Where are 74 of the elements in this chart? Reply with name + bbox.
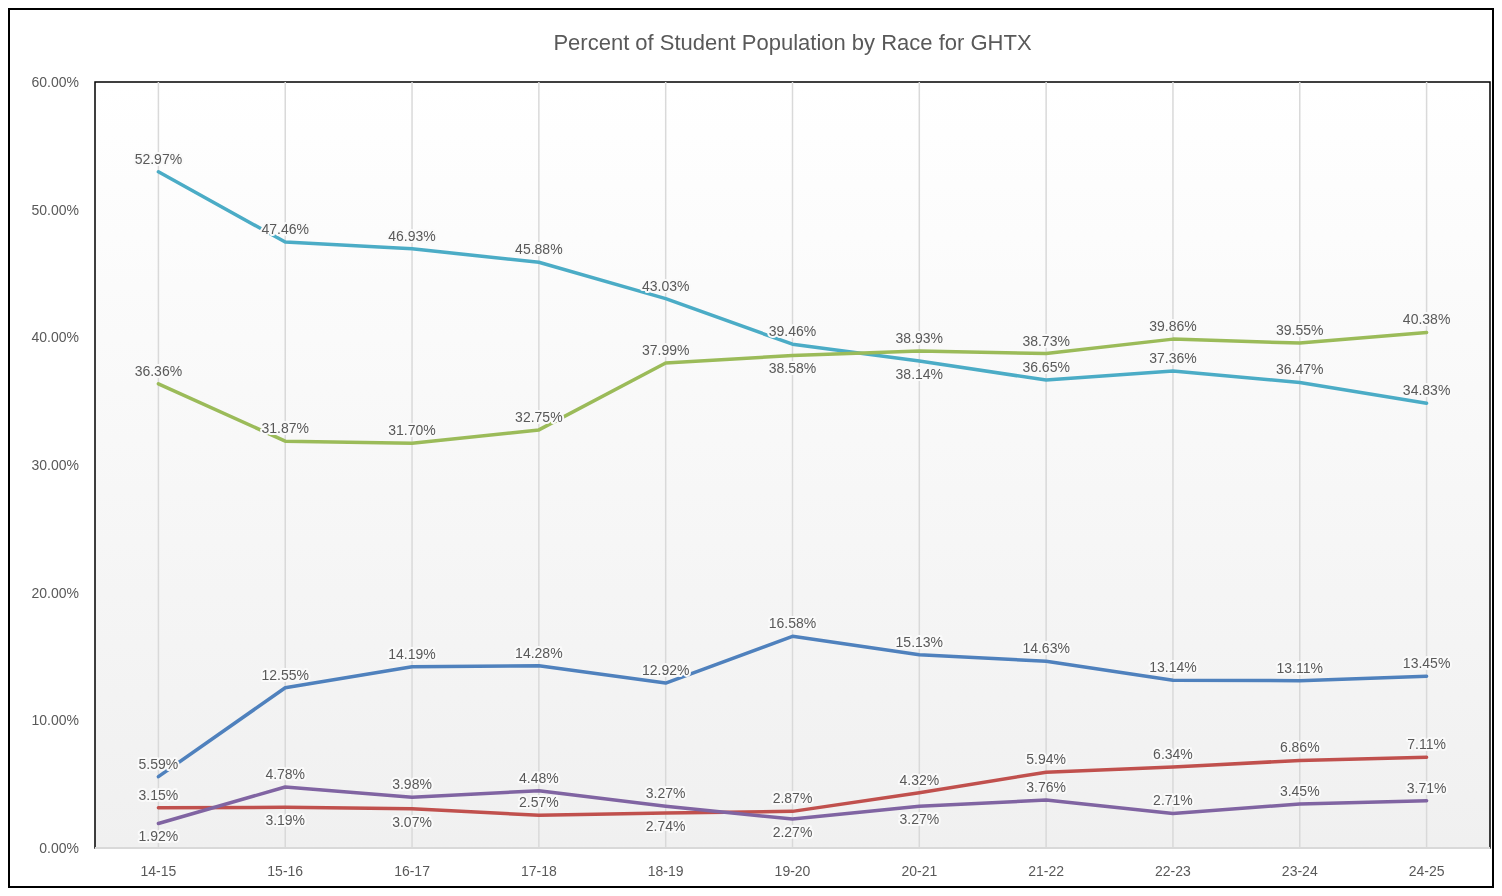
data-label: 5.94% [1026,751,1066,768]
data-label: 4.48% [519,769,559,786]
data-label: 13.11% [1276,659,1323,676]
x-tick-label: 15-16 [267,863,304,879]
data-label: 32.75% [515,408,563,425]
y-tick-label: 50.00% [31,201,79,218]
data-label: 38.93% [895,329,944,346]
y-tick-label: 60.00% [31,74,79,90]
data-label: 3.98% [392,776,432,793]
data-label: 4.78% [265,765,306,782]
data-label: 39.86% [1149,318,1197,335]
data-label: 3.15% [138,786,179,803]
data-label: 14.63% [1022,640,1070,657]
data-label: 31.70% [388,422,436,439]
data-label: 12.92% [641,662,690,679]
data-label: 38.73% [1022,332,1070,349]
x-tick-label: 19-20 [774,863,811,879]
data-label: 13.45% [1402,655,1451,672]
data-label: 31.87% [261,420,309,437]
y-tick-label: 40.00% [31,329,79,346]
data-label: 15.13% [895,633,944,650]
data-label: 2.57% [519,794,559,811]
data-label: 40.38% [1402,311,1451,328]
data-label: 37.36% [1149,350,1197,367]
data-label: 37.99% [641,341,690,358]
data-label: 3.27% [645,785,686,802]
data-label: 52.97% [134,150,183,167]
x-tick-label: 21-22 [1028,863,1065,879]
data-label: 39.46% [768,323,817,340]
chart-title: Percent of Student Population by Race for GHTX [553,30,1032,55]
data-label: 47.46% [261,221,309,238]
data-label: 38.58% [768,360,817,377]
data-label: 2.27% [772,824,813,841]
data-label: 36.47% [1276,361,1324,378]
y-tick-label: 30.00% [31,457,79,473]
data-label: 3.71% [1406,779,1447,796]
data-label: 1.92% [138,828,179,845]
data-label: 2.71% [1153,792,1193,809]
data-label: 34.83% [1402,382,1451,399]
data-label: 6.86% [1279,739,1320,756]
data-label: 13.14% [1149,659,1197,676]
data-label: 3.19% [265,812,306,829]
y-tick-label: 10.00% [31,712,79,729]
data-label: 46.93% [388,227,436,244]
data-label: 36.36% [134,362,183,379]
data-label: 43.03% [641,277,690,294]
x-tick-label: 16-17 [394,863,431,879]
x-tick-label: 14-15 [140,863,177,879]
data-label: 14.28% [515,644,563,661]
data-label: 7.11% [1407,736,1446,753]
x-tick-label: 20-21 [901,863,938,879]
data-label: 16.58% [768,615,817,632]
data-label: 4.32% [899,771,940,788]
data-label: 36.65% [1022,359,1070,376]
x-tick-label: 18-19 [647,863,684,879]
data-label: 3.76% [1026,779,1066,795]
y-tick-label: 20.00% [31,584,79,601]
data-label: 12.55% [261,666,309,683]
data-label: 6.34% [1153,746,1193,763]
data-label: 39.55% [1276,322,1324,339]
y-tick-label: 0.00% [39,840,79,856]
data-label: 5.59% [138,755,179,772]
data-label: 3.45% [1279,782,1320,799]
x-tick-label: 22-23 [1155,863,1192,879]
data-label: 38.14% [895,366,944,383]
x-tick-label: 24-25 [1408,863,1445,879]
x-tick-label: 23-24 [1281,863,1318,879]
data-label: 3.07% [392,813,432,830]
data-label: 45.88% [515,241,563,258]
data-label: 2.74% [645,818,686,835]
data-label: 2.87% [772,790,813,807]
data-label: 3.27% [899,811,940,828]
x-tick-label: 17-18 [520,863,557,879]
data-label: 14.19% [388,645,436,662]
